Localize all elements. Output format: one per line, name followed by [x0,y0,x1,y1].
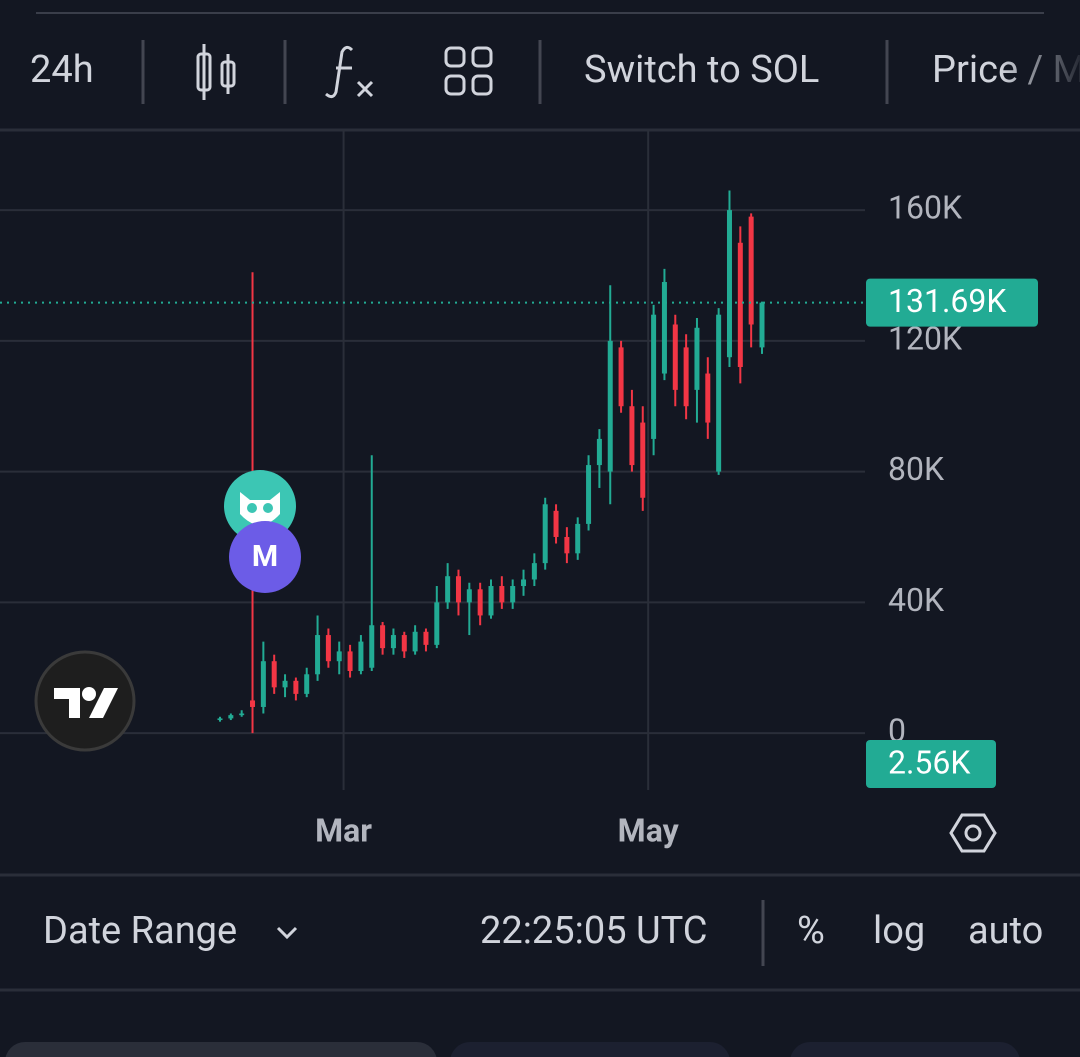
candle-body [293,680,299,694]
toolbar: 24h Switch to SOL Price / M [30,20,1080,128]
candle-body [640,422,646,498]
candle-body [575,523,581,554]
candle-body [629,406,635,466]
candle-body [315,635,321,675]
candle-body [260,661,266,707]
clock: 22:25:05 UTC [480,909,708,953]
candle-body [553,510,559,537]
tradingview-logo[interactable] [34,650,136,752]
indicators-button[interactable] [325,45,374,99]
y-tick-label: 80K [888,450,945,488]
date-range-button[interactable]: Date Range [43,909,237,953]
candle-body [586,465,592,524]
log-button[interactable]: log [873,909,925,953]
candle-body [390,635,396,649]
candle-body [466,589,472,603]
switch-button[interactable]: Switch to SOL [584,48,819,92]
candle-type-button[interactable] [196,44,236,100]
candle-body [336,651,342,662]
candle-body [380,625,386,649]
candle-body [531,563,537,580]
tab[interactable] [5,1042,437,1057]
price-tag [866,278,1038,327]
candle-body [542,504,548,564]
candle-body [607,340,613,472]
interval-button[interactable]: 24h [30,48,94,92]
footer: Date Range 22:25:05 UTC % log auto [43,900,1043,966]
volume-tag-label: 2.56K [888,743,971,781]
y-tick-label: 160K [888,189,963,227]
candle-body [661,282,667,374]
candle-body [250,700,256,707]
candle-body [726,210,732,358]
x-tick-label: Mar [315,811,372,849]
candle-body [401,635,407,652]
candle-body [705,373,711,423]
candle-body [510,586,516,603]
fade [1000,20,1080,128]
candle-body [282,680,288,688]
x-tick-label: May [618,811,680,849]
candle-body [716,314,722,472]
candle-body [499,586,505,603]
price-tag-label: 131.69K [888,282,1007,320]
chevron [276,926,298,940]
m-badge[interactable] [229,521,301,593]
y-tick-label: 40K [888,581,945,619]
candle-body [521,579,527,587]
candle-body [358,641,364,672]
candle-body [304,674,310,694]
auto-button[interactable]: auto [968,909,1043,953]
candle-body [737,242,743,367]
candle-body [412,631,418,652]
candle-body [239,713,245,716]
candle-body [683,347,689,407]
candle-body [434,602,440,645]
candle-body [651,314,657,439]
candle-body [618,347,624,407]
candle-body [596,438,602,466]
candle-body [748,216,754,325]
candle-body [347,651,353,672]
m-badge-text: M [252,539,278,574]
candle-body [488,586,494,616]
settings-button[interactable] [949,813,997,853]
candle-body [423,631,429,645]
candle-body [672,324,678,390]
candle-body [564,536,570,554]
candle-body [694,327,700,390]
tab[interactable] [450,1042,730,1057]
candle-body [445,576,451,603]
layout-button[interactable] [444,46,493,96]
volume-tag [866,740,996,788]
candle-body [217,718,223,721]
candle-body [369,625,375,668]
candle-body [477,589,483,616]
percent-button[interactable]: % [797,909,825,953]
tab[interactable] [790,1042,1020,1057]
candle-body [325,635,331,662]
candle-body [455,576,461,603]
candle-body [759,302,765,348]
candle-body [228,715,234,719]
candle-body [271,661,277,688]
